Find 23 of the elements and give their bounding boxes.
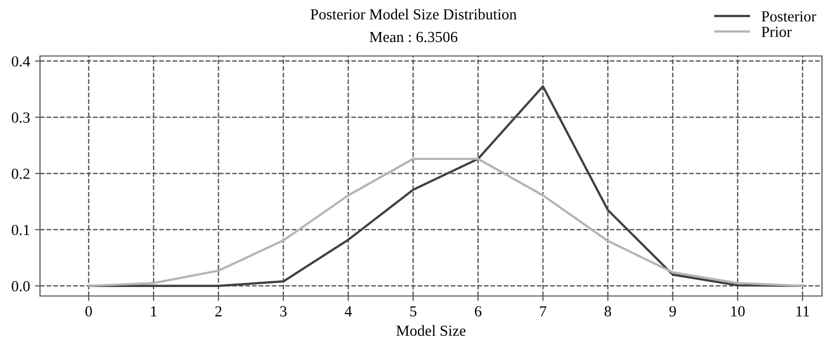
line-series bbox=[88, 158, 804, 287]
x-tick-label: 4 bbox=[344, 306, 352, 316]
x-tick-label: 0 bbox=[85, 306, 92, 316]
y-tick-label: 0.4 bbox=[12, 56, 30, 67]
x-tick-label: 3 bbox=[280, 306, 287, 316]
legend-label: Prior bbox=[762, 26, 792, 38]
x-tick-label: 5 bbox=[410, 306, 416, 316]
y-tick-label: 0.2 bbox=[12, 168, 30, 179]
x-tick-label: 6 bbox=[474, 306, 482, 316]
y-tick-label: 0.0 bbox=[12, 281, 30, 292]
x-tick-label: 1 bbox=[151, 306, 156, 316]
chart-subtitle: Mean : 6.3506 bbox=[370, 32, 458, 42]
x-tick-label: 9 bbox=[669, 306, 676, 316]
y-tick-label: 0.1 bbox=[12, 224, 30, 236]
x-tick-label: 11 bbox=[796, 306, 809, 316]
x-tick-label: 10 bbox=[731, 306, 745, 316]
x-tick-label: 7 bbox=[540, 306, 546, 316]
x-tick-label: 2 bbox=[215, 306, 222, 316]
chart-title: Posterior Model Size Distribution bbox=[310, 8, 517, 20]
x-axis-title: Model Size bbox=[396, 325, 466, 336]
x-tick-label: 8 bbox=[604, 306, 612, 316]
y-tick-label: 0.3 bbox=[12, 112, 30, 123]
legend-label: Posterior bbox=[762, 11, 816, 22]
